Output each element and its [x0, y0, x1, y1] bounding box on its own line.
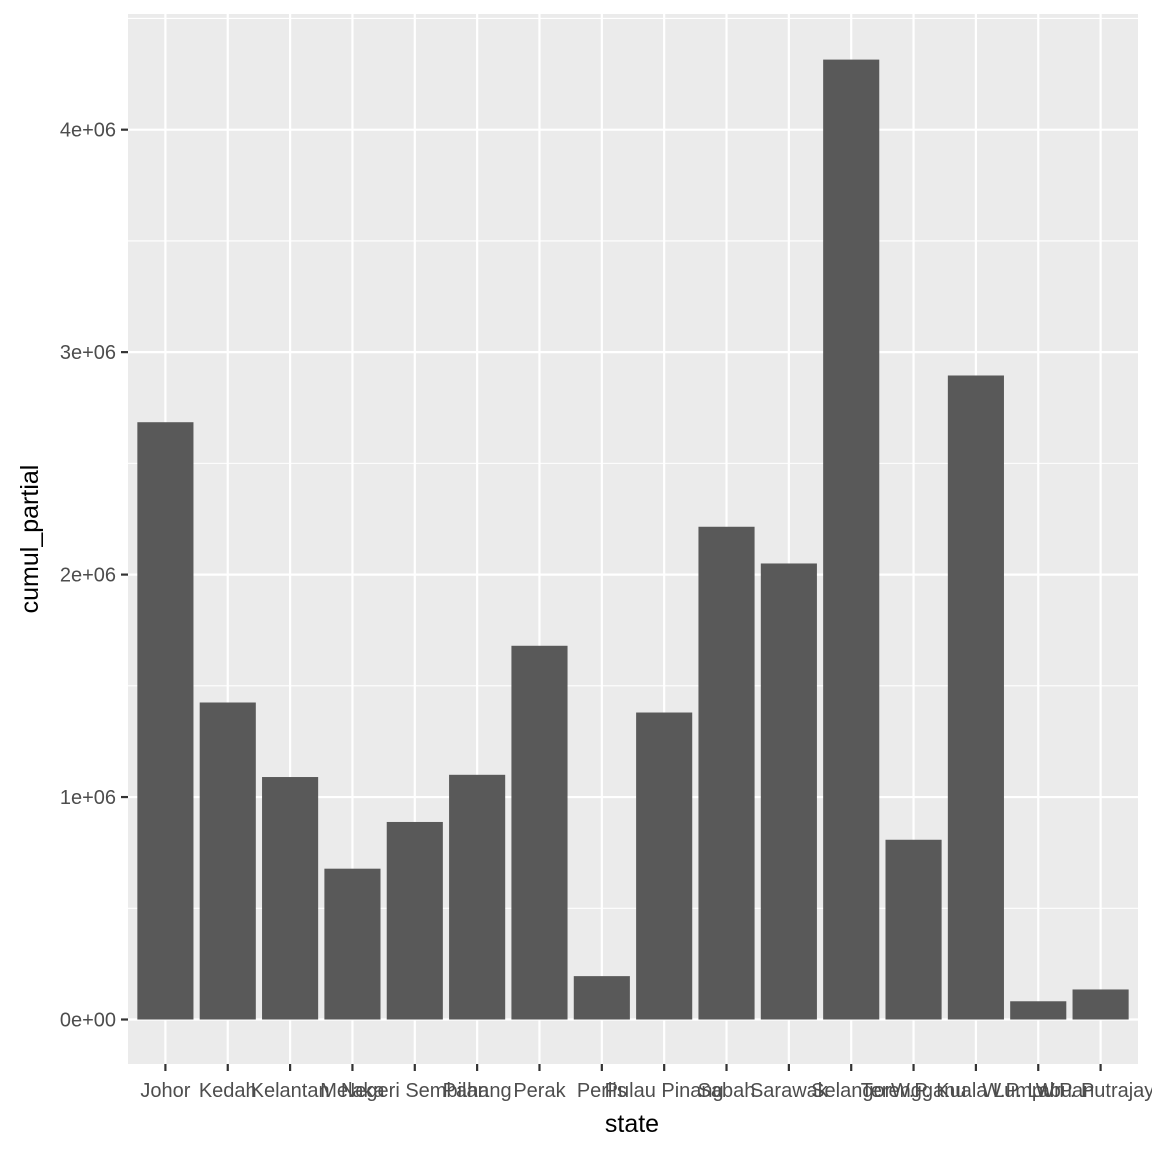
bar	[199, 702, 256, 1020]
bar	[511, 645, 568, 1020]
bar	[573, 976, 630, 1020]
x-tick-label: Terengganu	[861, 1080, 967, 1102]
bar	[823, 59, 880, 1020]
y-tick-label: 0e+00	[60, 1010, 116, 1032]
bar	[698, 526, 755, 1020]
x-axis-title: state	[605, 1110, 659, 1138]
x-tick-label: Melaka	[320, 1080, 385, 1102]
x-tick-label: W.P. Putrajaya	[1036, 1080, 1152, 1102]
x-tick-label: Kelantan	[251, 1080, 330, 1102]
bar	[1072, 989, 1129, 1020]
bar	[947, 375, 1004, 1020]
y-tick-label: 2e+06	[60, 565, 116, 587]
bar	[636, 712, 693, 1020]
x-tick-label: Sarawak	[750, 1080, 829, 1102]
x-tick-label: Perlis	[577, 1080, 627, 1102]
x-tick-label: Perak	[513, 1080, 566, 1102]
x-tick-label: Negeri Sembilan	[341, 1080, 489, 1102]
x-tick-label: Pahang	[443, 1080, 512, 1102]
bars	[137, 59, 1129, 1020]
x-tick-label: Pulau Pinang	[605, 1080, 724, 1102]
x-tick-label: Sabah	[698, 1080, 756, 1102]
bar	[449, 774, 506, 1020]
x-tick-label: Selangor	[811, 1080, 891, 1102]
x-tick-label: W.P. Labuan	[982, 1080, 1094, 1102]
bar	[262, 777, 319, 1020]
y-axis: 0e+00 1e+06 2e+06 3e+06 4e+06	[60, 120, 128, 1032]
x-tick-label: Johor	[140, 1080, 190, 1102]
x-tick-label: Kedah	[199, 1080, 257, 1102]
bar	[1010, 1001, 1067, 1020]
y-axis-title: cumul_partial	[16, 465, 44, 614]
x-tick-label: W.P. Kuala Lumpur	[891, 1080, 1061, 1102]
bar	[324, 868, 381, 1020]
y-tick-label: 3e+06	[60, 342, 116, 364]
y-tick-label: 4e+06	[60, 120, 116, 142]
y-tick-label: 1e+06	[60, 787, 116, 809]
bar	[137, 422, 194, 1020]
bar	[760, 563, 817, 1020]
bar	[386, 821, 443, 1020]
bar	[885, 839, 942, 1020]
